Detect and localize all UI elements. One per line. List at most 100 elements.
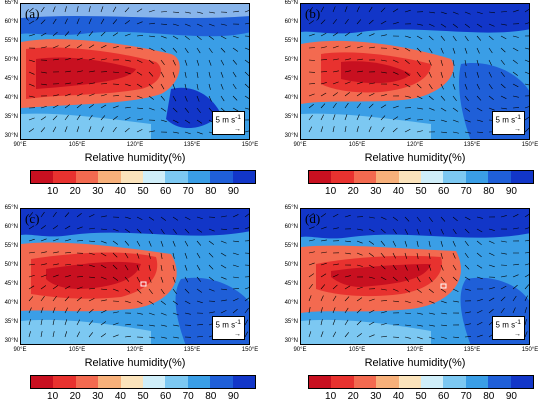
wind-vector <box>512 227 519 230</box>
wind-vector <box>416 47 422 53</box>
wind-vector <box>452 47 456 54</box>
wind-vector <box>112 105 119 109</box>
wind-vector <box>208 288 215 292</box>
wind-vector <box>136 83 143 88</box>
wind-vector <box>196 240 202 246</box>
wind-vector <box>232 276 239 279</box>
lat-tick: 45°N <box>4 281 18 287</box>
wind-vector <box>172 252 175 259</box>
wind-vector <box>320 251 327 254</box>
wind-vector <box>404 59 410 65</box>
wind-vector <box>148 336 155 339</box>
wind-vector <box>428 35 434 41</box>
wind-vector <box>76 286 83 290</box>
wind-vector <box>416 336 423 340</box>
wind-vector <box>488 83 493 90</box>
wind-vector <box>356 286 363 290</box>
wind-vector <box>28 307 32 314</box>
wind-vector <box>344 114 348 121</box>
wind-vector <box>196 95 200 102</box>
colorbar-swatch <box>120 376 144 388</box>
lat-tick: 60°N <box>284 19 298 25</box>
wind-vector <box>416 276 421 283</box>
wind-vector <box>136 107 143 109</box>
wind-vector <box>404 240 408 247</box>
wind-vector <box>368 46 375 49</box>
wind-vector <box>392 47 399 50</box>
wind-vector <box>344 70 351 73</box>
wind-vector <box>440 312 447 315</box>
wind-vector <box>196 35 202 41</box>
wind-vector <box>320 92 327 97</box>
wind-vector <box>320 103 326 109</box>
wind-vector <box>344 102 349 109</box>
wind-vector <box>28 285 35 290</box>
wind-vector <box>488 297 495 302</box>
wind-vector <box>428 228 432 235</box>
colorbar-swatch <box>187 376 211 388</box>
wind-vector <box>320 32 327 37</box>
wind-vector <box>172 228 177 234</box>
wind-vector <box>476 119 483 122</box>
wind-vector <box>220 23 227 26</box>
colorbar-swatch <box>187 171 211 183</box>
wind-vector <box>64 104 71 109</box>
wind-vector <box>488 264 495 268</box>
wind-vector <box>464 71 467 78</box>
wind-vector <box>320 226 327 230</box>
wind-vector <box>88 93 95 97</box>
wind-vector <box>52 211 57 218</box>
wind-vector <box>100 288 107 290</box>
wind-vector <box>380 264 386 270</box>
wind-vector <box>196 107 201 113</box>
wind-vector <box>344 19 349 25</box>
wind-vector <box>244 95 249 99</box>
colorbar-swatch <box>353 171 377 183</box>
wind-vector <box>52 274 59 278</box>
wind-vector <box>380 276 387 281</box>
colorbar-label: 20 <box>69 391 81 402</box>
wind-vector <box>320 59 328 61</box>
colorbar-label: 70 <box>182 186 194 197</box>
wind-vector <box>124 95 131 98</box>
wind-vector <box>488 287 495 290</box>
panel-d: (d) 5 m s-1 → 65°N 60°N 55°N 50°N 45°N 40… <box>280 205 550 409</box>
colorbar-label: 10 <box>325 186 337 197</box>
wind-vector <box>332 81 339 85</box>
wind-vector <box>148 71 154 77</box>
wind-vector <box>28 7 34 13</box>
wind-vector <box>136 228 142 234</box>
wind-vector <box>88 298 95 302</box>
wind-vector <box>100 45 107 49</box>
wind-vector <box>464 107 471 112</box>
wind-vector <box>64 212 70 218</box>
wind-vector <box>172 59 176 66</box>
lat-tick: 40°N <box>4 300 18 306</box>
wind-vector <box>112 115 118 121</box>
wind-vector <box>500 296 506 302</box>
colorbar-swatch <box>210 376 233 388</box>
wind-vector <box>404 71 410 76</box>
wind-vector <box>184 312 191 315</box>
wind-vector <box>500 307 505 314</box>
wind-vector <box>136 35 143 37</box>
wind-vector <box>148 47 155 51</box>
wind-vector <box>40 83 47 86</box>
wind-vector <box>244 287 249 290</box>
colorbar-label: 80 <box>205 391 217 402</box>
wind-vector <box>452 240 456 247</box>
wind-vector <box>404 276 410 282</box>
wind-vector <box>172 288 177 294</box>
wind-vector <box>196 335 203 338</box>
wind-vector <box>356 81 363 85</box>
wind-vector <box>464 240 469 247</box>
wind-vector <box>148 107 155 111</box>
wind-vector <box>488 71 492 78</box>
wind-vector <box>440 276 445 282</box>
wind-vector <box>488 240 495 244</box>
wind-vector <box>64 58 71 61</box>
wind-vector <box>124 59 131 62</box>
wind-vector <box>184 83 187 90</box>
wind-vector <box>356 114 360 121</box>
wind-vector <box>208 23 215 27</box>
